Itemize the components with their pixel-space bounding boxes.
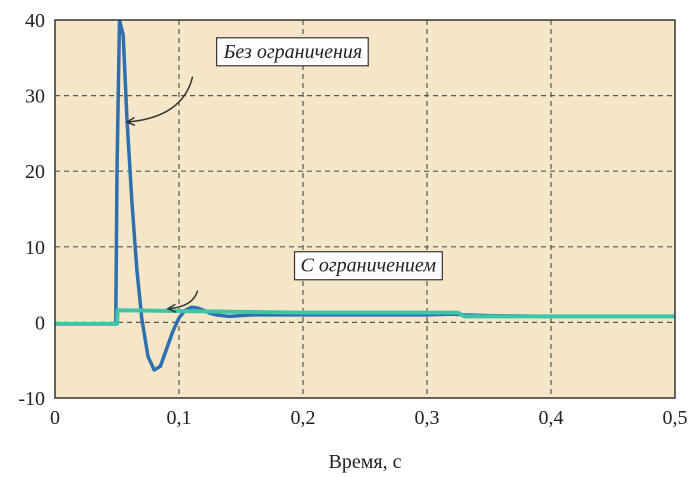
y-tick-label-1: 0 [35,312,45,334]
series-layer [55,20,675,372]
annotation-arrow-unlimited [127,76,194,122]
annotation-label-unlimited: Без ограничения [223,41,363,63]
annotation-label-limited: С ограничением [301,255,437,277]
y-tick-label-4: 30 [25,86,45,108]
series-line-limited [55,308,675,326]
x-tick-label-1: 0,1 [167,407,192,429]
annotations: Без ограничения С ограничением [127,37,443,309]
x-tick-label-0: 0 [50,407,60,429]
annotation-box-unlimited [216,37,369,67]
x-tick-label-2: 0,2 [291,407,316,429]
plot-background [55,20,675,398]
y-tick-label-0: -10 [18,388,45,410]
annotation-arrow-limited [168,290,199,309]
x-tick-label-4: 0,4 [539,407,564,429]
x-tick-label-3: 0,3 [415,407,440,429]
grid [55,20,675,398]
annotation-box-limited [293,251,443,281]
plot-frame [54,19,676,399]
y-tick-label-3: 20 [25,161,45,183]
x-tick-label-5: 0,5 [663,407,688,429]
y-tick-label-2: 10 [25,237,45,259]
y-tick-label-5: 40 [25,10,45,32]
annotation-limited: С ограничением [168,251,443,309]
annotation-unlimited: Без ограничения [127,37,369,122]
x-axis-label: Время, с [329,451,402,473]
